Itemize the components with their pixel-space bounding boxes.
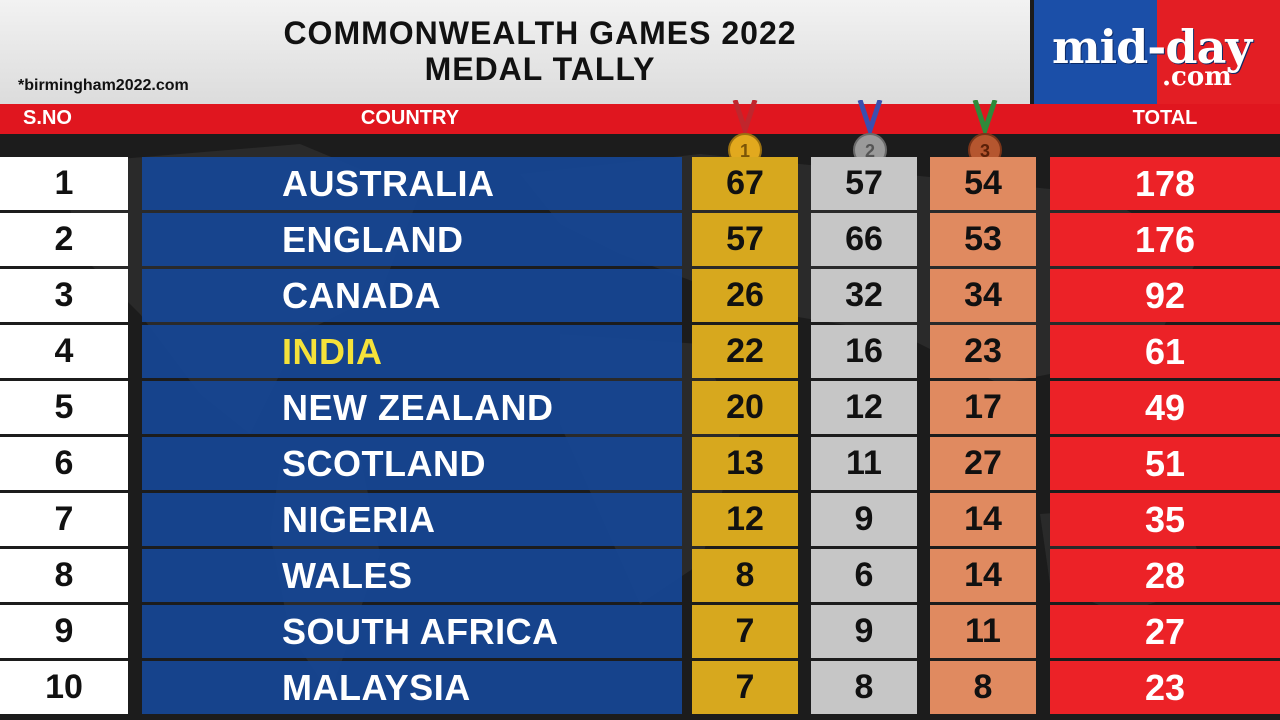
country-cell: AUSTRALIA [142, 157, 682, 210]
country-cell: CANADA [142, 269, 682, 322]
total-cell: 178 [1050, 157, 1280, 210]
silver-cell: 57 [811, 157, 917, 210]
rank-cell: 9 [0, 605, 128, 658]
rank-cell: 1 [0, 157, 128, 210]
gold-cell: 22 [692, 325, 798, 378]
header-country: COUNTRY [360, 107, 460, 129]
silver-cell: 11 [811, 437, 917, 490]
rank-cell: 7 [0, 493, 128, 546]
bronze-cell: 27 [930, 437, 1036, 490]
table-row: 6 SCOTLAND 13 11 27 51 [0, 437, 1280, 490]
logo-suffix: .com [1162, 62, 1232, 92]
table-row: 4 INDIA 22 16 23 61 [0, 325, 1280, 378]
logo-text: mid-day [1052, 20, 1252, 74]
total-cell: 35 [1050, 493, 1280, 546]
country-cell-highlighted: INDIA [142, 325, 682, 378]
gold-cell: 8 [692, 549, 798, 602]
rank-cell: 6 [0, 437, 128, 490]
gold-medal-number: 1 [740, 141, 750, 161]
rank-cell: 4 [0, 325, 128, 378]
table-row: 2 ENGLAND 57 66 53 176 [0, 213, 1280, 266]
silver-cell: 8 [811, 661, 917, 714]
table-row: 5 NEW ZEALAND 20 12 17 49 [0, 381, 1280, 434]
table-row: 9 SOUTH AFRICA 7 9 11 27 [0, 605, 1280, 658]
gold-cell: 26 [692, 269, 798, 322]
silver-cell: 6 [811, 549, 917, 602]
header-sno: S.NO [23, 107, 72, 129]
total-cell: 27 [1050, 605, 1280, 658]
country-cell: SCOTLAND [142, 437, 682, 490]
silver-cell: 9 [811, 493, 917, 546]
bronze-cell: 14 [930, 493, 1036, 546]
bronze-cell: 8 [930, 661, 1036, 714]
table-row: 1 AUSTRALIA 67 57 54 178 [0, 157, 1280, 210]
bronze-cell: 14 [930, 549, 1036, 602]
country-cell: NIGERIA [142, 493, 682, 546]
silver-medal-number: 2 [865, 141, 875, 161]
country-cell: SOUTH AFRICA [142, 605, 682, 658]
silver-cell: 16 [811, 325, 917, 378]
bronze-cell: 11 [930, 605, 1036, 658]
rank-cell: 5 [0, 381, 128, 434]
total-cell: 61 [1050, 325, 1280, 378]
country-cell: WALES [142, 549, 682, 602]
gold-cell: 12 [692, 493, 798, 546]
total-cell: 49 [1050, 381, 1280, 434]
total-cell: 92 [1050, 269, 1280, 322]
page-title: COMMONWEALTH GAMES 2022 [283, 15, 797, 51]
silver-cell: 12 [811, 381, 917, 434]
country-cell: MALAYSIA [142, 661, 682, 714]
source-credit: *birmingham2022.com [18, 77, 189, 94]
gold-cell: 20 [692, 381, 798, 434]
bronze-cell: 53 [930, 213, 1036, 266]
silver-cell: 32 [811, 269, 917, 322]
total-cell: 51 [1050, 437, 1280, 490]
gold-cell: 7 [692, 605, 798, 658]
bronze-cell: 34 [930, 269, 1036, 322]
rank-cell: 10 [0, 661, 128, 714]
gold-cell: 67 [692, 157, 798, 210]
column-header-bar [0, 104, 1280, 134]
table-row: 10 MALAYSIA 7 8 8 23 [0, 661, 1280, 714]
bronze-medal-number: 3 [980, 141, 990, 161]
total-cell: 28 [1050, 549, 1280, 602]
bronze-cell: 54 [930, 157, 1036, 210]
gold-cell: 13 [692, 437, 798, 490]
table-row: 7 NIGERIA 12 9 14 35 [0, 493, 1280, 546]
total-cell: 176 [1050, 213, 1280, 266]
page-subtitle: MEDAL TALLY [424, 51, 656, 87]
bronze-cell: 23 [930, 325, 1036, 378]
total-cell: 23 [1050, 661, 1280, 714]
silver-cell: 9 [811, 605, 917, 658]
country-cell: ENGLAND [142, 213, 682, 266]
rank-cell: 3 [0, 269, 128, 322]
silver-cell: 66 [811, 213, 917, 266]
rank-cell: 2 [0, 213, 128, 266]
country-cell: NEW ZEALAND [142, 381, 682, 434]
bronze-cell: 17 [930, 381, 1036, 434]
gold-cell: 57 [692, 213, 798, 266]
table-row: 3 CANADA 26 32 34 92 [0, 269, 1280, 322]
header-total: TOTAL [1132, 107, 1198, 129]
mid-day-logo: mid-day .com [1034, 0, 1280, 104]
gold-cell: 7 [692, 661, 798, 714]
rank-cell: 8 [0, 549, 128, 602]
header-banner: COMMONWEALTH GAMES 2022 MEDAL TALLY *bir… [0, 0, 1030, 104]
table-row: 8 WALES 8 6 14 28 [0, 549, 1280, 602]
